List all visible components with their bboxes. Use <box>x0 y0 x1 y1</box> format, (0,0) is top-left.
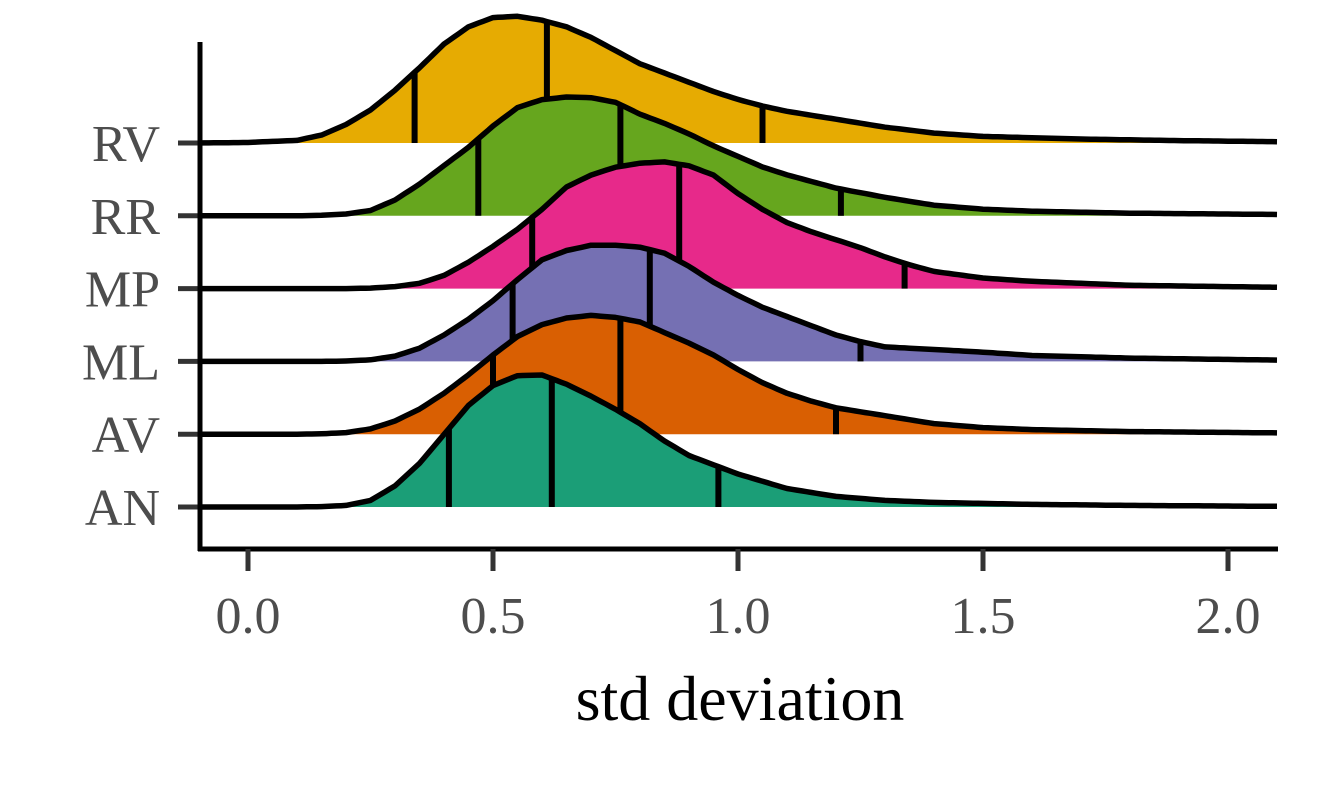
y-tick-label-rv: RV <box>92 116 160 173</box>
x-axis-title: std deviation <box>576 663 905 734</box>
ridge-area-ml <box>199 245 1277 362</box>
x-tick-label-2: 1.0 <box>706 588 771 645</box>
ridge-line-ml <box>199 242 1278 365</box>
y-tick-label-ml: ML <box>82 334 160 391</box>
x-tick-label-0: 0.0 <box>216 588 281 645</box>
y-tick-label-mp: MP <box>85 262 160 319</box>
x-tick-label-4: 2.0 <box>1196 588 1261 645</box>
ridge-line-av <box>199 312 1278 437</box>
y-tick-label-an: AN <box>85 480 160 537</box>
ridge-rr <box>199 94 1278 219</box>
x-tick-label-3: 1.5 <box>951 588 1016 645</box>
ridge-line-an <box>199 372 1277 510</box>
y-tick-label-av: AV <box>92 407 160 464</box>
x-tick-label-1: 0.5 <box>461 588 526 645</box>
ridge-line-rv <box>198 13 1278 146</box>
y-tick-label-rr: RR <box>91 189 161 246</box>
ridge-an <box>199 372 1277 510</box>
ridge-area-rv <box>199 16 1277 143</box>
ridge-line-mp <box>199 159 1278 292</box>
ridge-area-mp <box>199 161 1277 289</box>
ridges-layer <box>198 13 1278 510</box>
ridge-rv <box>198 13 1278 146</box>
axes-layer: RV RR MP ML AV AN 0.0 0.5 1.0 1.5 2.0 <box>82 42 1278 645</box>
ridge-line-rr <box>199 94 1278 219</box>
